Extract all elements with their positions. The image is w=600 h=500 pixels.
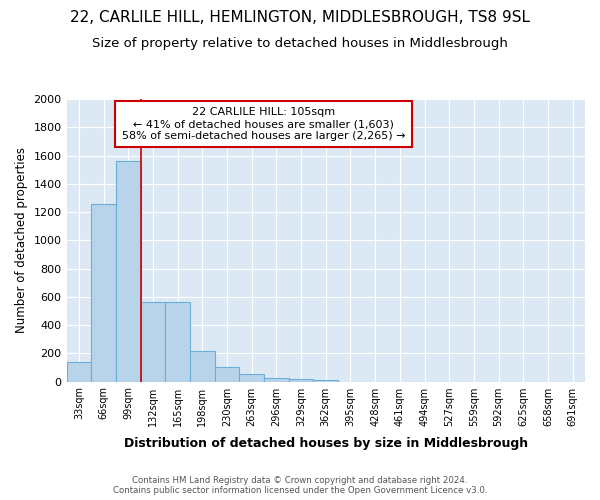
Bar [140,302,165,382]
Bar [289,380,313,382]
Bar [91,204,116,382]
Bar [264,378,289,382]
Bar [116,161,140,382]
Text: 22 CARLILE HILL: 105sqm
← 41% of detached houses are smaller (1,603)
58% of semi: 22 CARLILE HILL: 105sqm ← 41% of detache… [122,108,406,140]
Y-axis label: Number of detached properties: Number of detached properties [15,148,28,334]
Bar [239,374,264,382]
Bar [215,368,239,382]
Bar [165,302,190,382]
Bar [313,380,338,382]
Bar [67,362,91,382]
Text: 22, CARLILE HILL, HEMLINGTON, MIDDLESBROUGH, TS8 9SL: 22, CARLILE HILL, HEMLINGTON, MIDDLESBRO… [70,10,530,25]
Text: Size of property relative to detached houses in Middlesbrough: Size of property relative to detached ho… [92,38,508,51]
Bar [190,351,215,382]
Text: Contains HM Land Registry data © Crown copyright and database right 2024.
Contai: Contains HM Land Registry data © Crown c… [113,476,487,495]
X-axis label: Distribution of detached houses by size in Middlesbrough: Distribution of detached houses by size … [124,437,528,450]
